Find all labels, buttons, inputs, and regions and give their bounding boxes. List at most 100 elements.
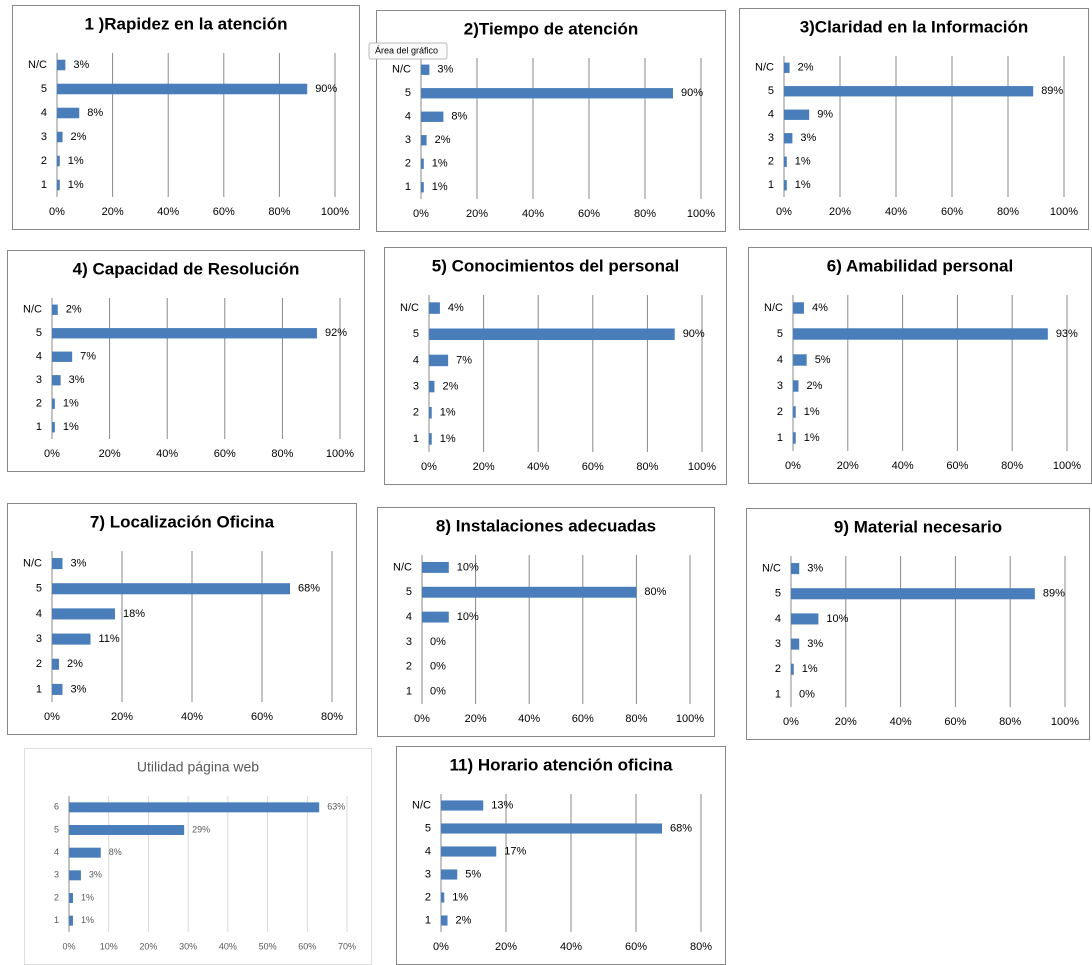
x-tick-label: 80% xyxy=(636,461,658,473)
y-tick-label: 4 xyxy=(777,354,783,366)
y-tick-label: N/C xyxy=(28,59,47,71)
bar xyxy=(429,380,435,393)
x-tick-label: 60% xyxy=(298,941,316,951)
value-label: 3% xyxy=(69,374,85,386)
x-tick-label: 100% xyxy=(688,461,716,473)
x-tick-label: 100% xyxy=(1053,460,1081,472)
value-label: 9% xyxy=(817,109,833,121)
x-tick-label: 100% xyxy=(687,208,715,220)
y-tick-label: 2 xyxy=(41,155,47,167)
x-tick-label: 80% xyxy=(271,448,293,460)
x-tick-label: 60% xyxy=(625,941,647,953)
bar xyxy=(429,433,432,445)
bar xyxy=(784,62,790,73)
value-label: 1% xyxy=(81,892,94,902)
y-tick-label: 3 xyxy=(425,868,431,880)
y-tick-label: 5 xyxy=(425,822,431,834)
value-label: 5% xyxy=(465,868,481,880)
y-tick-label: 3 xyxy=(768,132,774,144)
value-label: 2% xyxy=(435,134,451,146)
value-label: 8% xyxy=(109,847,122,857)
bar xyxy=(69,915,73,926)
x-tick-label: 40% xyxy=(219,941,237,951)
x-tick-label: 40% xyxy=(156,448,178,460)
x-tick-label: 20% xyxy=(466,208,488,220)
x-tick-label: 60% xyxy=(941,206,963,218)
y-tick-label: 5 xyxy=(405,87,411,99)
y-tick-label: 2 xyxy=(36,398,42,410)
bar xyxy=(791,613,819,625)
value-label: 8% xyxy=(87,107,103,119)
y-tick-label: 5 xyxy=(54,824,59,834)
y-tick-label: 1 xyxy=(41,179,47,191)
value-label: 1% xyxy=(432,158,448,170)
y-tick-label: 1 xyxy=(777,432,783,444)
value-label: 92% xyxy=(325,327,347,339)
bar xyxy=(791,563,800,575)
bar xyxy=(52,304,58,315)
value-label: 1% xyxy=(452,891,468,903)
bar xyxy=(793,328,1048,340)
value-label: 1% xyxy=(802,663,818,675)
value-label: 1% xyxy=(440,433,456,445)
bar xyxy=(57,131,63,143)
y-tick-label: N/C xyxy=(764,302,783,314)
bar xyxy=(69,847,101,858)
bar xyxy=(57,83,308,95)
bar xyxy=(421,88,673,99)
value-label: 4% xyxy=(448,302,464,314)
y-tick-label: 4 xyxy=(36,608,42,620)
x-tick-label: 20% xyxy=(835,716,857,728)
bar xyxy=(429,328,675,341)
bar xyxy=(52,328,317,339)
value-label: 18% xyxy=(123,608,145,620)
x-tick-label: 20% xyxy=(465,713,487,725)
value-label: 29% xyxy=(192,824,210,834)
bar xyxy=(52,583,290,595)
bar xyxy=(793,302,804,314)
y-tick-label: 4 xyxy=(775,613,781,625)
y-tick-label: 3 xyxy=(777,380,783,392)
y-tick-label: 3 xyxy=(406,636,412,648)
bar xyxy=(52,658,59,670)
bar xyxy=(429,302,440,314)
bar xyxy=(441,846,497,857)
value-label: 2% xyxy=(798,62,814,74)
y-tick-label: 1 xyxy=(775,688,781,700)
x-tick-label: 40% xyxy=(181,711,203,723)
y-tick-label: 3 xyxy=(405,134,411,146)
value-label: 4% xyxy=(812,302,828,314)
chart-title: 11) Horario atención oficina xyxy=(450,755,673,774)
y-tick-label: 5 xyxy=(413,328,419,340)
bar xyxy=(52,398,55,409)
x-tick-label: 60% xyxy=(944,716,966,728)
chart-title: 4) Capacidad de Resolución xyxy=(73,259,300,278)
bar xyxy=(421,158,424,169)
x-tick-label: 40% xyxy=(522,208,544,220)
y-tick-label: 1 xyxy=(405,181,411,193)
value-label: 3% xyxy=(807,638,823,650)
x-tick-label: 40% xyxy=(892,460,914,472)
value-label: 1% xyxy=(795,179,811,191)
bar xyxy=(784,156,787,167)
bar xyxy=(421,182,424,193)
value-label: 10% xyxy=(457,611,479,623)
x-tick-label: 20% xyxy=(495,941,517,953)
y-tick-label: 2 xyxy=(406,661,412,673)
x-tick-label: 80% xyxy=(268,206,290,218)
y-tick-label: N/C xyxy=(23,557,42,569)
bar xyxy=(52,375,61,386)
bar xyxy=(52,422,55,433)
chart-title: 3)Claridad en la Información xyxy=(800,17,1029,36)
y-tick-label: 2 xyxy=(768,156,774,168)
x-tick-label: 100% xyxy=(676,713,704,725)
bar xyxy=(791,663,794,675)
chart-title: 7) Localización Oficina xyxy=(90,512,275,531)
y-tick-label: 1 xyxy=(54,915,59,925)
y-tick-label: 2 xyxy=(775,663,781,675)
bar xyxy=(69,893,73,903)
y-tick-label: 4 xyxy=(36,351,42,363)
value-label: 1% xyxy=(68,155,84,167)
